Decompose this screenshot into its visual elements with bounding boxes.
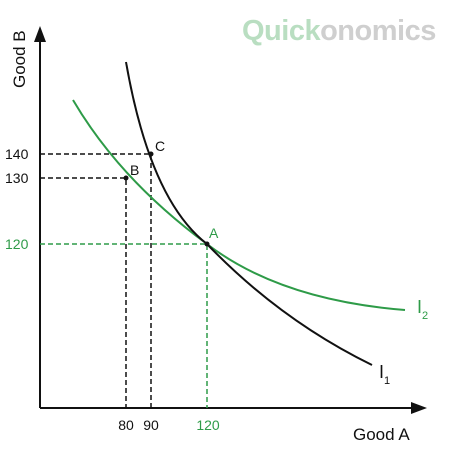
curve-label-main: I bbox=[417, 297, 422, 317]
y-tick-label: 140 bbox=[5, 146, 29, 162]
curve-i1 bbox=[125, 61, 373, 366]
point-label: C bbox=[155, 138, 165, 154]
y-tick-label: 130 bbox=[5, 170, 29, 186]
guide-lines bbox=[40, 153, 152, 408]
logo: Quickonomics bbox=[242, 15, 436, 47]
x-arrow bbox=[411, 402, 427, 414]
logo-part: onomics bbox=[320, 15, 436, 47]
logo-part: Quick bbox=[242, 15, 321, 47]
point bbox=[123, 175, 129, 181]
y-arrow bbox=[34, 26, 46, 42]
x-tick-label: 120 bbox=[196, 417, 220, 433]
y-tick-label: 120 bbox=[5, 236, 29, 252]
curve-label-main: I bbox=[379, 362, 384, 382]
x-tick-label: 90 bbox=[143, 417, 159, 433]
x-axis-label: Good A bbox=[353, 425, 410, 444]
curve-label: I2 bbox=[417, 297, 428, 322]
point-label: A bbox=[209, 225, 219, 241]
curve-label-sub: 2 bbox=[422, 310, 428, 322]
point bbox=[204, 241, 210, 247]
guide-lines bbox=[40, 243, 208, 408]
curve-i2 bbox=[72, 99, 406, 311]
point bbox=[148, 151, 154, 157]
point-label: B bbox=[130, 162, 139, 178]
curve-label-sub: 1 bbox=[384, 375, 390, 387]
x-tick-label: 80 bbox=[118, 417, 134, 433]
curve-label: I1 bbox=[379, 362, 390, 387]
y-axis-label: Good B bbox=[10, 30, 29, 88]
